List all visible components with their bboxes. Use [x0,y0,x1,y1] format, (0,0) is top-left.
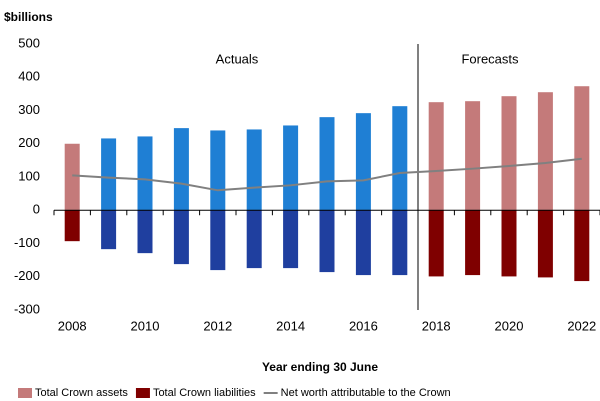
bar [246,129,262,211]
annotation: Forecasts [461,51,519,66]
bar [64,210,80,242]
y-tick-label: 300 [18,102,40,117]
y-tick-label: 500 [18,35,40,50]
x-tick-label: 2016 [349,318,378,333]
legend-label: Total Crown liabilities [153,387,256,399]
bar [246,210,262,269]
bar [137,136,153,211]
bar [283,210,299,269]
y-tick-label: 400 [18,69,40,84]
bar [283,125,299,211]
bar [101,210,117,250]
bar [137,210,153,254]
y-tick-label: -100 [14,235,40,250]
bar [465,210,481,276]
x-tick-label: 2022 [567,318,596,333]
bar [173,128,189,211]
bar [465,101,481,211]
bar [101,138,117,211]
bar [355,210,371,276]
bar [64,143,80,211]
y-tick-label: 200 [18,135,40,150]
bar [537,210,553,278]
x-tick-label: 2012 [203,318,232,333]
net-worth-line [72,157,582,192]
legend-label: Net worth attributable to the Crown [281,387,451,399]
y-tick-label: -300 [14,301,40,316]
bar [428,102,444,211]
annotation: Actuals [216,51,259,66]
bar [501,96,517,211]
y-tick-label: 100 [18,168,40,183]
bar [210,210,226,271]
y-tick-label: 0 [33,202,40,217]
bar [319,117,335,211]
bar [392,106,408,211]
legend-swatch [18,388,32,398]
x-tick-label: 2010 [131,318,160,333]
x-tick-label: 2018 [422,318,451,333]
bar [537,92,553,211]
bar [574,86,590,211]
x-tick-label: 2014 [276,318,305,333]
x-axis-label: Year ending 30 June [262,360,378,374]
bar [319,210,335,273]
bar [210,130,226,211]
bar [173,210,189,265]
legend-swatch [135,388,150,398]
legend-label: Total Crown assets [35,387,128,399]
x-tick-label: 2020 [495,318,524,333]
y-axis-label: $billions [4,10,53,24]
y-tick-label: -200 [14,268,40,283]
bar [428,210,444,277]
bar [355,113,371,211]
bar [574,210,590,282]
x-tick-label: 2008 [58,318,87,333]
bar [501,210,517,277]
bar [392,210,408,276]
